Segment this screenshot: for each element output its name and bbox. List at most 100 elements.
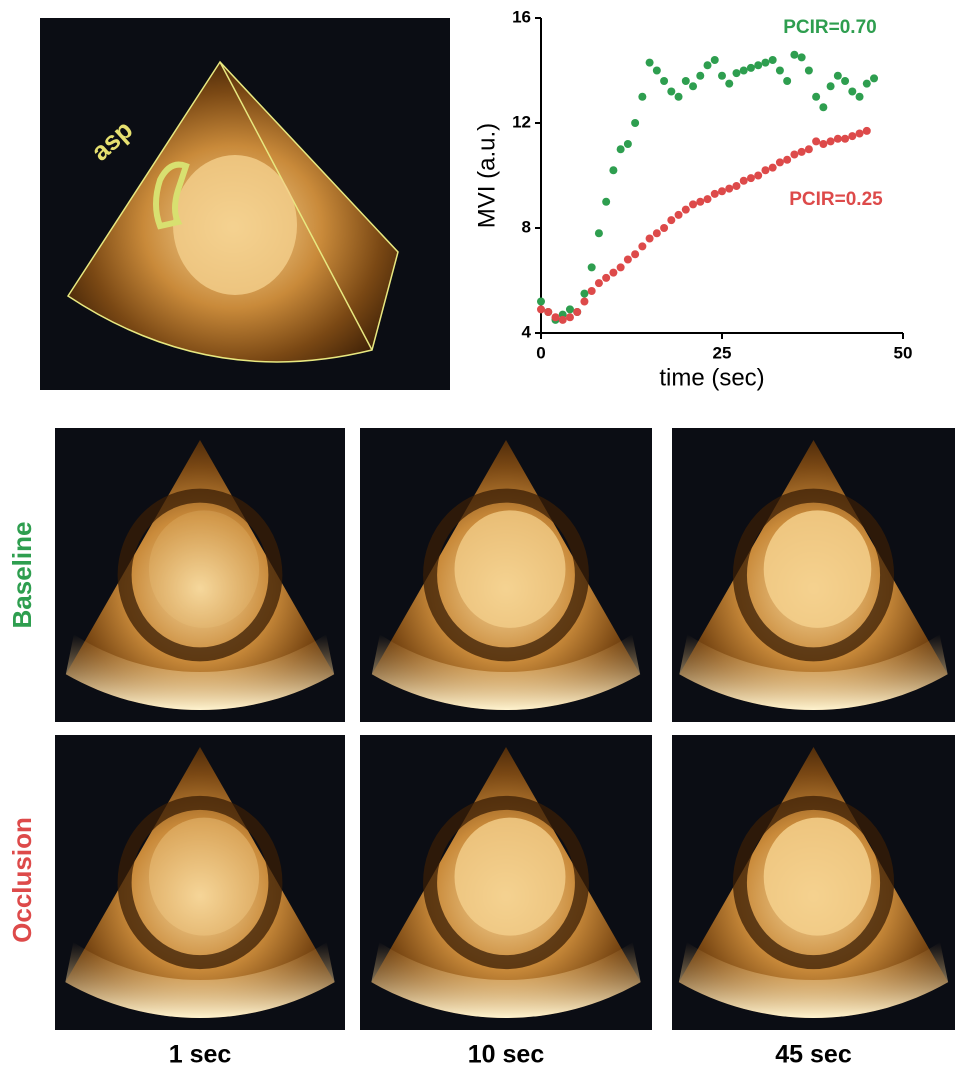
data-point [747, 174, 755, 182]
data-point [718, 72, 726, 80]
data-point [588, 263, 596, 271]
data-point [653, 229, 661, 237]
data-point [812, 93, 820, 101]
column-label: 45 sec [775, 1041, 852, 1069]
data-point [863, 127, 871, 135]
data-point [848, 88, 856, 96]
data-point [783, 156, 791, 164]
data-point [776, 67, 784, 75]
data-point [544, 308, 552, 316]
data-point [696, 198, 704, 206]
data-point [588, 287, 596, 295]
data-point [609, 166, 617, 174]
data-point [551, 313, 559, 321]
data-point [689, 200, 697, 208]
data-point [834, 72, 842, 80]
figure: aspBaselineOcclusion1 sec10 sec45 sec481… [0, 0, 956, 1074]
data-point [638, 242, 646, 250]
data-point [595, 279, 603, 287]
data-point [631, 250, 639, 258]
data-point [769, 56, 777, 64]
data-point [761, 166, 769, 174]
data-point [595, 229, 603, 237]
y-tick-label: 8 [522, 217, 531, 236]
data-point [617, 145, 625, 153]
x-axis-label: time (sec) [659, 364, 764, 391]
data-point [798, 148, 806, 156]
data-point [704, 195, 712, 203]
data-point [740, 67, 748, 75]
data-point [711, 190, 719, 198]
data-point [573, 308, 581, 316]
data-point [848, 132, 856, 140]
data-point [819, 103, 827, 111]
data-point [834, 135, 842, 143]
data-point [566, 313, 574, 321]
data-point [790, 51, 798, 59]
data-point [812, 137, 820, 145]
ventricle [764, 510, 872, 628]
row-label: Baseline [7, 522, 37, 629]
ventricle [173, 155, 297, 295]
data-point [631, 119, 639, 127]
data-point [769, 164, 777, 172]
data-point [798, 53, 806, 61]
data-point [725, 185, 733, 193]
x-tick-label: 25 [713, 343, 732, 362]
echo-image [360, 428, 652, 722]
data-point [740, 177, 748, 185]
data-point [580, 298, 588, 306]
data-point [863, 80, 871, 88]
ventricle [455, 818, 566, 936]
data-point [696, 72, 704, 80]
data-point [537, 298, 545, 306]
y-axis-label: MVI (a.u.) [473, 123, 500, 228]
data-point [566, 305, 574, 313]
data-point [653, 67, 661, 75]
data-point [754, 172, 762, 180]
data-point [660, 77, 668, 85]
data-point [790, 151, 798, 159]
data-point [761, 59, 769, 67]
data-point [602, 274, 610, 282]
data-point [602, 198, 610, 206]
echo-image [55, 428, 345, 722]
data-point [667, 216, 675, 224]
data-point [856, 93, 864, 101]
data-point [624, 256, 632, 264]
data-point [559, 316, 567, 324]
echo-image [672, 428, 955, 722]
echo-image [672, 735, 955, 1030]
series-label: PCIR=0.70 [783, 17, 876, 38]
echo-image [360, 735, 652, 1030]
ventricle [455, 510, 566, 628]
data-point [682, 77, 690, 85]
data-point [747, 64, 755, 72]
data-point [732, 182, 740, 190]
data-point [660, 224, 668, 232]
data-point [624, 140, 632, 148]
data-point [682, 206, 690, 214]
data-point [537, 305, 545, 313]
data-point [841, 135, 849, 143]
data-point [609, 269, 617, 277]
data-point [776, 158, 784, 166]
data-point [870, 74, 878, 82]
y-tick-label: 16 [512, 7, 531, 26]
series-label: PCIR=0.25 [789, 189, 883, 210]
data-point [711, 56, 719, 64]
data-point [827, 82, 835, 90]
ventricle [149, 510, 259, 628]
data-point [646, 235, 654, 243]
data-point [819, 140, 827, 148]
column-label: 1 sec [169, 1041, 232, 1069]
row-label: Occlusion [7, 817, 37, 943]
ventricle [764, 818, 872, 936]
data-point [754, 61, 762, 69]
data-point [827, 137, 835, 145]
ventricle [149, 818, 259, 936]
data-point [704, 61, 712, 69]
echo-image [55, 735, 345, 1030]
data-point [718, 187, 726, 195]
data-point [732, 69, 740, 77]
